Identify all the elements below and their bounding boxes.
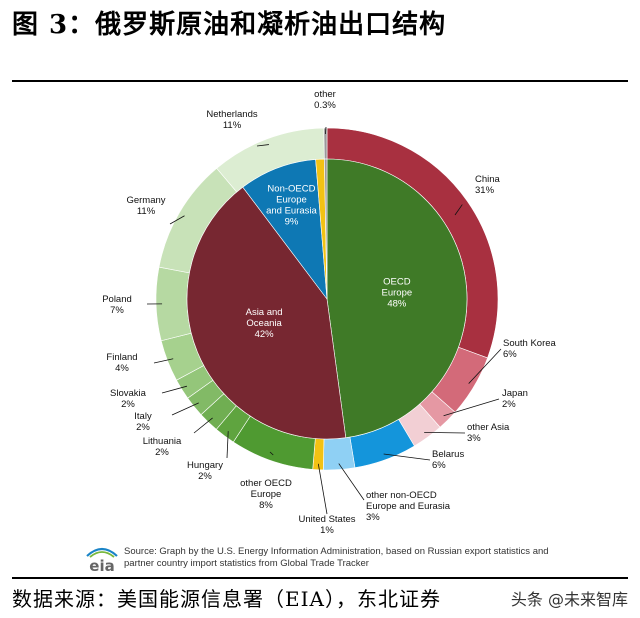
chart-labels: OECD Europe 48% Asia and Oceania 42% Non-OECD E…: [102, 90, 556, 536]
outer-label-slovakia: Slovakia 2%: [110, 388, 147, 410]
leader-line-netherlands: [256, 144, 269, 147]
leader-line-other: [325, 126, 327, 135]
leader-line-lithuania: [193, 417, 213, 434]
leader-line-south-korea: [468, 348, 502, 384]
leader-lines: [146, 126, 502, 515]
source-note: Source: Graph by the U.S. Energy Informa…: [124, 546, 549, 569]
leader-line-japan: [443, 398, 500, 417]
outer-label-other-non-oecd-europe-and-eurasia: other non-OECD Europe and Eurasia 3%: [366, 490, 451, 523]
inner-label-non-oecd-europe-and-eurasia: Non-OECD Europe and Eurasia 9%: [266, 184, 317, 228]
outer-label-china: China 31%: [475, 174, 501, 196]
outer-label-other: other 0.3%: [314, 90, 336, 111]
inner-slice-oecd-europe: [326, 158, 468, 439]
watermark: 头条 @未来智库: [510, 590, 628, 609]
eia-logo-icon: eia: [86, 547, 118, 574]
inner-label-oecd-europe: OECD Europe 48%: [382, 276, 413, 309]
leader-line-other-non-oecd-europe-and-eurasia: [338, 463, 365, 501]
outer-label-netherlands: Netherlands 11%: [206, 109, 257, 131]
leader-line-belarus: [383, 453, 431, 461]
leader-line-united-states: [317, 463, 328, 515]
leader-line-hungary: [226, 431, 229, 459]
outer-label-lithuania: Lithuania 2%: [143, 436, 182, 458]
outer-label-united-states: United States 1%: [298, 514, 355, 536]
leader-line-italy: [171, 402, 199, 416]
leader-line-slovakia: [161, 385, 188, 394]
inner-slice-non-oecd-europe-and-eurasia: [242, 159, 328, 301]
outer-label-japan: Japan 2%: [502, 388, 528, 410]
outer-label-other-oecd-europe: other OECD Europe 8%: [240, 478, 292, 511]
logo-text: eia: [89, 557, 114, 574]
chart-panel: OECD Europe 48% Asia and Oceania 42% Non-OECD E…: [82, 90, 568, 574]
leader-line-other-asia: [424, 431, 466, 434]
outer-label-poland: Poland 7%: [102, 294, 132, 316]
nested-donut-chart: OECD Europe 48% Asia and Oceania 42% Non-OECD E…: [102, 90, 556, 536]
footer-source: 数据来源：美国能源信息署（EIA），东北证券: [12, 587, 441, 611]
outer-label-italy: Italy 2%: [134, 411, 152, 433]
leader-line-china: [454, 204, 463, 216]
outer-slice-other-non-oecd-europe-and-eurasia: [322, 436, 356, 471]
outer-label-germany: Germany 11%: [126, 195, 165, 217]
outer-label-other-asia: other Asia 3%: [467, 422, 510, 444]
figure-title: 图 3：俄罗斯原油和凝析油出口结构: [12, 10, 447, 40]
inner-label-asia-and-oceania: Asia and Oceania 42%: [246, 307, 283, 340]
outer-ring: [155, 127, 499, 471]
outer-label-finland: Finland 4%: [106, 352, 137, 374]
bottom-rule: [12, 577, 628, 579]
inner-pie: [186, 158, 468, 440]
outer-label-belarus: Belarus 6%: [432, 449, 464, 471]
leader-line-germany: [169, 215, 185, 225]
top-rule: [12, 80, 628, 82]
outer-label-hungary: Hungary 2%: [187, 460, 223, 482]
leader-line-other-oecd-europe: [269, 451, 274, 456]
outer-label-south-korea: South Korea 6%: [503, 338, 557, 360]
inner-slice-other: [324, 158, 328, 300]
inner-slice-asia-and-oceania: [186, 186, 347, 440]
leader-line-finland: [153, 358, 174, 364]
